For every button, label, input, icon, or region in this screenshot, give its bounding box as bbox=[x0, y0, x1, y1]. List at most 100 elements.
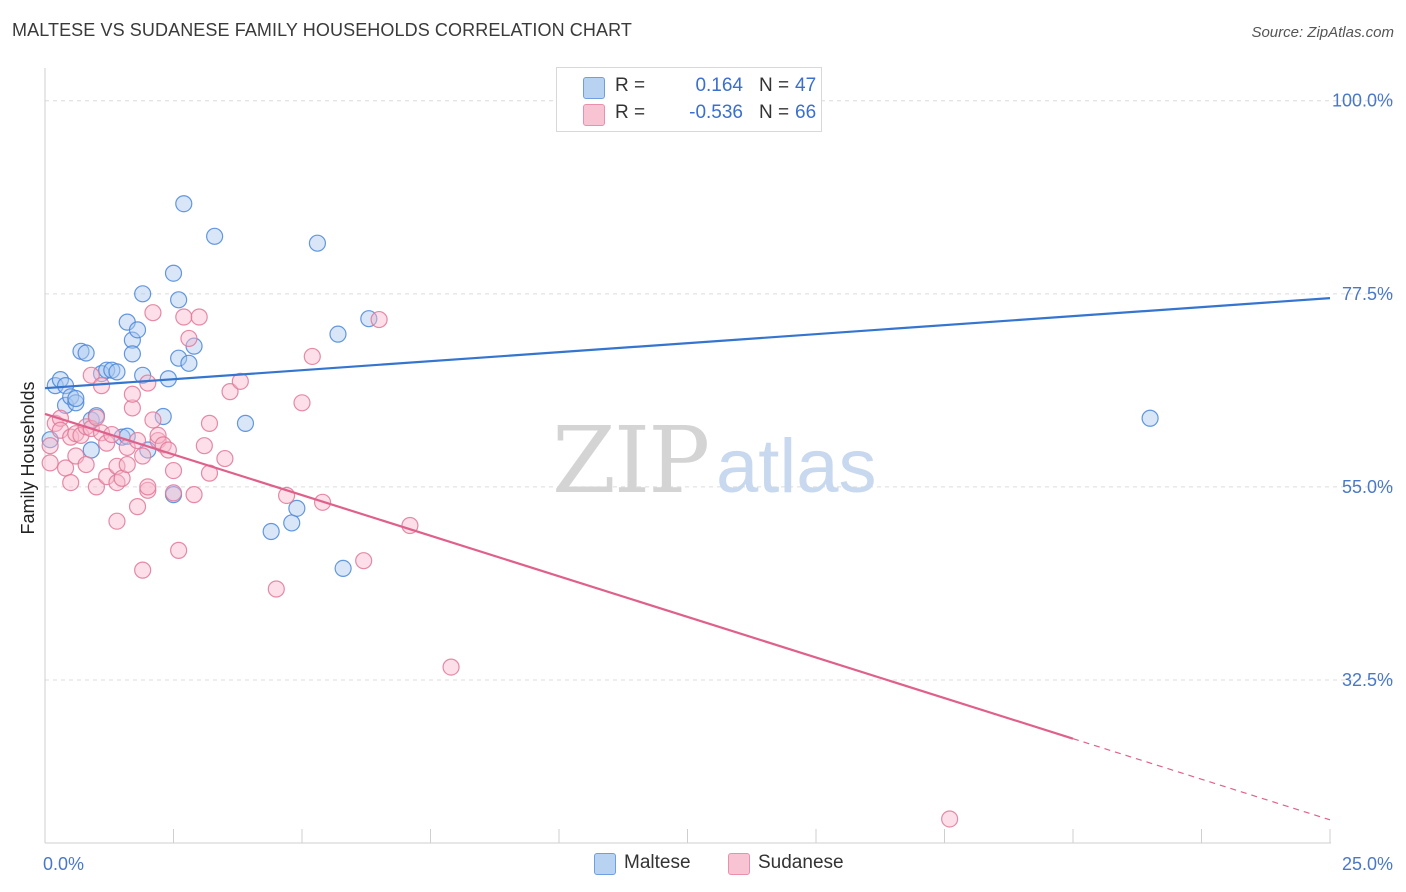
maltese-point-20 bbox=[123, 345, 141, 363]
y-tick-label-3: 100.0% bbox=[1332, 91, 1393, 111]
y-tick-label-1: 55.0% bbox=[1342, 477, 1393, 497]
maltese-point-36 bbox=[262, 522, 280, 541]
x-tick-label-1: 25.0% bbox=[1342, 854, 1393, 874]
sudanese-point-35 bbox=[139, 374, 157, 392]
maltese-point-30 bbox=[170, 291, 188, 309]
sudanese-point-46 bbox=[175, 308, 193, 326]
maltese-point-22 bbox=[134, 285, 152, 303]
sudanese-point-32 bbox=[134, 561, 152, 579]
sudanese-point-36 bbox=[139, 478, 157, 496]
sudanese-swatch bbox=[583, 104, 605, 126]
maltese-point-8 bbox=[77, 344, 95, 362]
sudanese-point-13 bbox=[82, 366, 100, 384]
sudanese-point-23 bbox=[108, 512, 126, 530]
sudanese-point-28 bbox=[123, 399, 141, 417]
maltese-r-value: 0.164 bbox=[695, 75, 743, 96]
maltese-r-label: R = bbox=[615, 75, 646, 96]
sudanese-r-value: -0.536 bbox=[689, 102, 743, 123]
tick-labels: 32.5% 55.0% 77.5% 100.0% 0.0% 25.0% bbox=[43, 91, 1393, 874]
maltese-points bbox=[41, 89, 1159, 578]
sudanese-point-1 bbox=[41, 437, 59, 455]
sudanese-point-16 bbox=[87, 408, 106, 426]
source-credit: Source: ZipAtlas.com bbox=[1251, 24, 1394, 41]
maltese-point-37 bbox=[283, 514, 301, 532]
sudanese-point-29 bbox=[123, 385, 141, 403]
sudanese-trend-line bbox=[44, 412, 1074, 740]
maltese-point-29 bbox=[170, 349, 188, 367]
maltese-legend-swatch bbox=[594, 853, 616, 875]
y-tick-label-2: 77.5% bbox=[1342, 284, 1393, 304]
sudanese-n-label: N = bbox=[759, 102, 790, 123]
y-axis-label: Family Households bbox=[18, 381, 38, 534]
maltese-legend-label: Maltese bbox=[624, 852, 691, 873]
maltese-swatch bbox=[583, 77, 605, 99]
sudanese-point-10 bbox=[72, 426, 90, 445]
sudanese-n-value: 66 bbox=[795, 102, 817, 123]
maltese-point-10 bbox=[82, 441, 100, 459]
axes bbox=[44, 68, 1331, 844]
sudanese-point-62 bbox=[370, 310, 388, 329]
maltese-point-2 bbox=[56, 396, 75, 414]
sudanese-point-6 bbox=[62, 473, 80, 492]
sudanese-point-50 bbox=[195, 437, 213, 455]
sudanese-point-49 bbox=[190, 308, 208, 326]
sudanese-point-65 bbox=[941, 810, 959, 828]
correlation-legend: R = 0.164 N = 47 R = -0.536 N = 66 bbox=[556, 67, 822, 132]
gridlines bbox=[45, 100, 1393, 681]
sudanese-point-56 bbox=[267, 580, 285, 598]
sudanese-point-51 bbox=[200, 414, 219, 432]
maltese-n-value: 47 bbox=[795, 75, 817, 96]
sudanese-legend-label: Sudanese bbox=[758, 852, 844, 873]
sudanese-point-44 bbox=[164, 484, 183, 502]
x-tick-label-0: 0.0% bbox=[43, 854, 84, 874]
maltese-point-38 bbox=[288, 499, 306, 517]
maltese-point-41 bbox=[334, 559, 352, 578]
sudanese-point-55 bbox=[231, 372, 249, 390]
y-tick-label-0: 32.5% bbox=[1342, 670, 1393, 690]
sudanese-point-61 bbox=[355, 552, 373, 570]
sudanese-point-43 bbox=[164, 461, 183, 480]
chart-title: MALTESE VS SUDANESE FAMILY HOUSEHOLDS CO… bbox=[12, 20, 632, 40]
sudanese-point-38 bbox=[144, 411, 162, 429]
maltese-point-32 bbox=[180, 354, 198, 372]
sudanese-point-64 bbox=[442, 658, 460, 676]
maltese-point-25 bbox=[154, 407, 172, 426]
maltese-point-40 bbox=[329, 325, 347, 343]
maltese-point-45 bbox=[1141, 409, 1159, 427]
sudanese-trend-line-extrapolated bbox=[1072, 738, 1331, 821]
sudanese-point-45 bbox=[170, 541, 188, 559]
sudanese-point-58 bbox=[293, 394, 311, 412]
maltese-point-6 bbox=[67, 389, 85, 408]
sudanese-point-48 bbox=[185, 486, 203, 504]
maltese-point-21 bbox=[128, 321, 147, 339]
maltese-trend-line bbox=[44, 297, 1331, 390]
sudanese-point-33 bbox=[134, 447, 152, 465]
maltese-point-34 bbox=[206, 227, 224, 245]
maltese-point-28 bbox=[164, 264, 183, 282]
watermark-zip: ZIP bbox=[552, 407, 708, 514]
maltese-point-19 bbox=[123, 331, 141, 349]
sudanese-r-label: R = bbox=[615, 102, 646, 123]
maltese-point-35 bbox=[236, 414, 255, 432]
trend-lines bbox=[44, 297, 1331, 821]
maltese-point-39 bbox=[308, 234, 327, 252]
sudanese-point-53 bbox=[216, 449, 234, 468]
sudanese-point-19 bbox=[98, 434, 116, 452]
sudanese-point-59 bbox=[303, 347, 321, 366]
sudanese-point-0 bbox=[41, 454, 59, 472]
sudanese-point-40 bbox=[149, 426, 167, 445]
watermark: ZIP atlas bbox=[552, 407, 877, 514]
maltese-point-5 bbox=[67, 394, 85, 412]
watermark-atlas: atlas bbox=[716, 424, 877, 509]
maltese-point-31 bbox=[175, 195, 193, 213]
sudanese-point-30 bbox=[128, 498, 147, 516]
sudanese-point-41 bbox=[154, 436, 172, 454]
sudanese-point-26 bbox=[118, 455, 136, 474]
sudanese-point-37 bbox=[144, 304, 162, 322]
sudanese-point-15 bbox=[87, 478, 106, 496]
sudanese-point-54 bbox=[221, 383, 239, 401]
maltese-point-15 bbox=[108, 363, 126, 381]
sudanese-points bbox=[41, 304, 959, 828]
maltese-n-label: N = bbox=[759, 75, 790, 96]
